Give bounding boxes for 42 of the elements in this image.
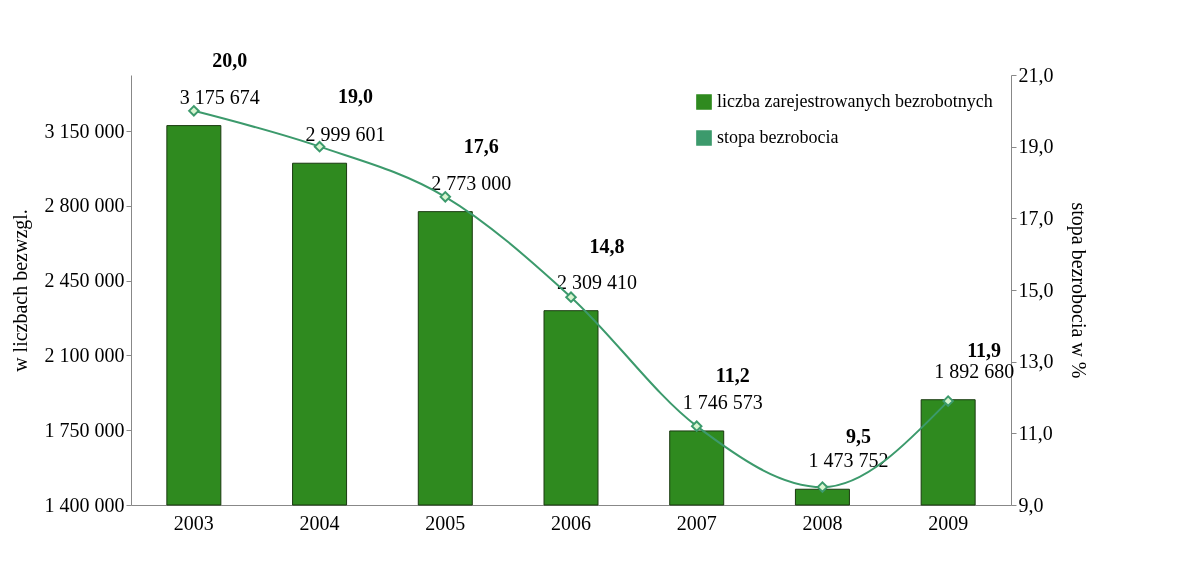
y2-tick-label: 11,0 — [1018, 421, 1053, 444]
y2-tick-label: 13,0 — [1018, 350, 1054, 373]
point — [942, 395, 954, 407]
x-tick-label: 2009 — [928, 511, 969, 534]
x-tick-label: 2007 — [676, 511, 717, 534]
legend-label: liczba zarejestrowanych bezrobotnych — [717, 91, 993, 111]
x-tick-label: 2003 — [173, 511, 214, 534]
data-label: 3 175 674 — [179, 85, 260, 108]
data-label: 19,0 — [338, 84, 374, 107]
y2-tick-label: 15,0 — [1018, 278, 1054, 301]
x-tick-label: 2006 — [551, 511, 591, 534]
point — [188, 105, 200, 117]
y-axis-title: w liczbach bezwzgl. — [8, 209, 32, 372]
legend-label: stopa bezrobocia — [717, 127, 839, 147]
y-tick-label: 3 150 000 — [44, 119, 125, 142]
x-tick-label: 2005 — [425, 511, 466, 534]
data-label: 9,5 — [845, 425, 871, 448]
x-tick-label: 2004 — [299, 511, 340, 534]
y2-axis-title: stopa bezrobocia w % — [1066, 202, 1090, 379]
y2-tick-label: 21,0 — [1018, 63, 1054, 86]
point — [565, 291, 577, 303]
point — [439, 191, 452, 203]
point — [313, 140, 326, 153]
data-label: 14,8 — [589, 235, 625, 258]
data-label: 11,2 — [715, 364, 750, 387]
y2-tick-label: 19,0 — [1018, 135, 1054, 158]
point — [690, 420, 703, 432]
y-tick-label: 1 400 000 — [44, 493, 125, 516]
data-label: 17,6 — [463, 134, 499, 157]
point — [816, 481, 829, 493]
y2-tick-label: 17,0 — [1018, 206, 1054, 229]
y2-tick-label: 9,0 — [1018, 493, 1044, 516]
y-tick-label: 2 800 000 — [44, 194, 125, 217]
data-label: 20,0 — [212, 48, 248, 71]
y-tick-label: 2 450 000 — [44, 269, 125, 292]
data-label: 11,9 — [967, 339, 1002, 362]
data-label: 2 999 601 — [305, 123, 386, 146]
data-label: 2 773 000 — [431, 171, 512, 194]
data-label: 1 746 573 — [682, 390, 763, 413]
y-tick-label: 1 750 000 — [44, 418, 125, 441]
y-tick-label: 2 100 000 — [44, 343, 125, 366]
x-tick-label: 2008 — [802, 511, 843, 534]
